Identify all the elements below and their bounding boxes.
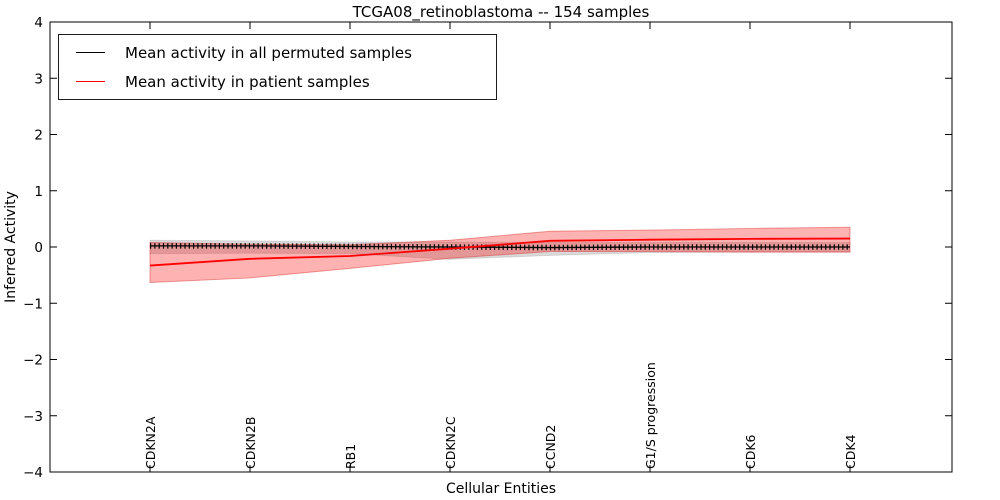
x-tick-label: G1/S progression xyxy=(643,362,658,469)
patient-std-band xyxy=(149,226,851,283)
y-tick-label: −2 xyxy=(23,353,43,369)
y-tick-label: 3 xyxy=(34,71,43,87)
y-tick-label: 0 xyxy=(34,240,43,256)
y-tick-label: −3 xyxy=(23,409,43,425)
x-tick-label: CDKN2B xyxy=(243,417,258,469)
legend-label-permuted: Mean activity in all permuted samples xyxy=(125,43,412,62)
x-tick-label: RB1 xyxy=(343,444,358,469)
y-tick-label: −1 xyxy=(23,296,43,312)
legend-item-permuted: Mean activity in all permuted samples xyxy=(59,43,496,63)
x-tick-label: CDKN2C xyxy=(443,416,458,469)
permuted-line-swatch xyxy=(76,52,105,53)
permuted-line-markers xyxy=(150,243,850,251)
patient-line-swatch xyxy=(76,81,105,82)
y-tick-label: 2 xyxy=(34,128,43,144)
legend: Mean activity in all permuted samples Me… xyxy=(58,34,497,100)
legend-label-patient: Mean activity in patient samples xyxy=(125,72,370,91)
x-tick-label: CDKN2A xyxy=(143,416,158,469)
x-tick-label: CDK6 xyxy=(743,434,758,469)
y-tick-label: 1 xyxy=(34,184,43,200)
y-axis-label: Inferred Activity xyxy=(3,191,19,303)
patient-mean-line xyxy=(149,237,851,267)
x-axis-label: Cellular Entities xyxy=(446,481,556,497)
legend-item-patient: Mean activity in patient samples xyxy=(59,72,496,92)
y-tick-label: −4 xyxy=(23,465,43,481)
x-tick-label: CCND2 xyxy=(543,425,558,469)
y-tick-label: 4 xyxy=(34,15,43,31)
chart-title: TCGA08_retinoblastoma -- 154 samples xyxy=(352,3,650,22)
x-tick-label: CDK4 xyxy=(843,434,858,469)
